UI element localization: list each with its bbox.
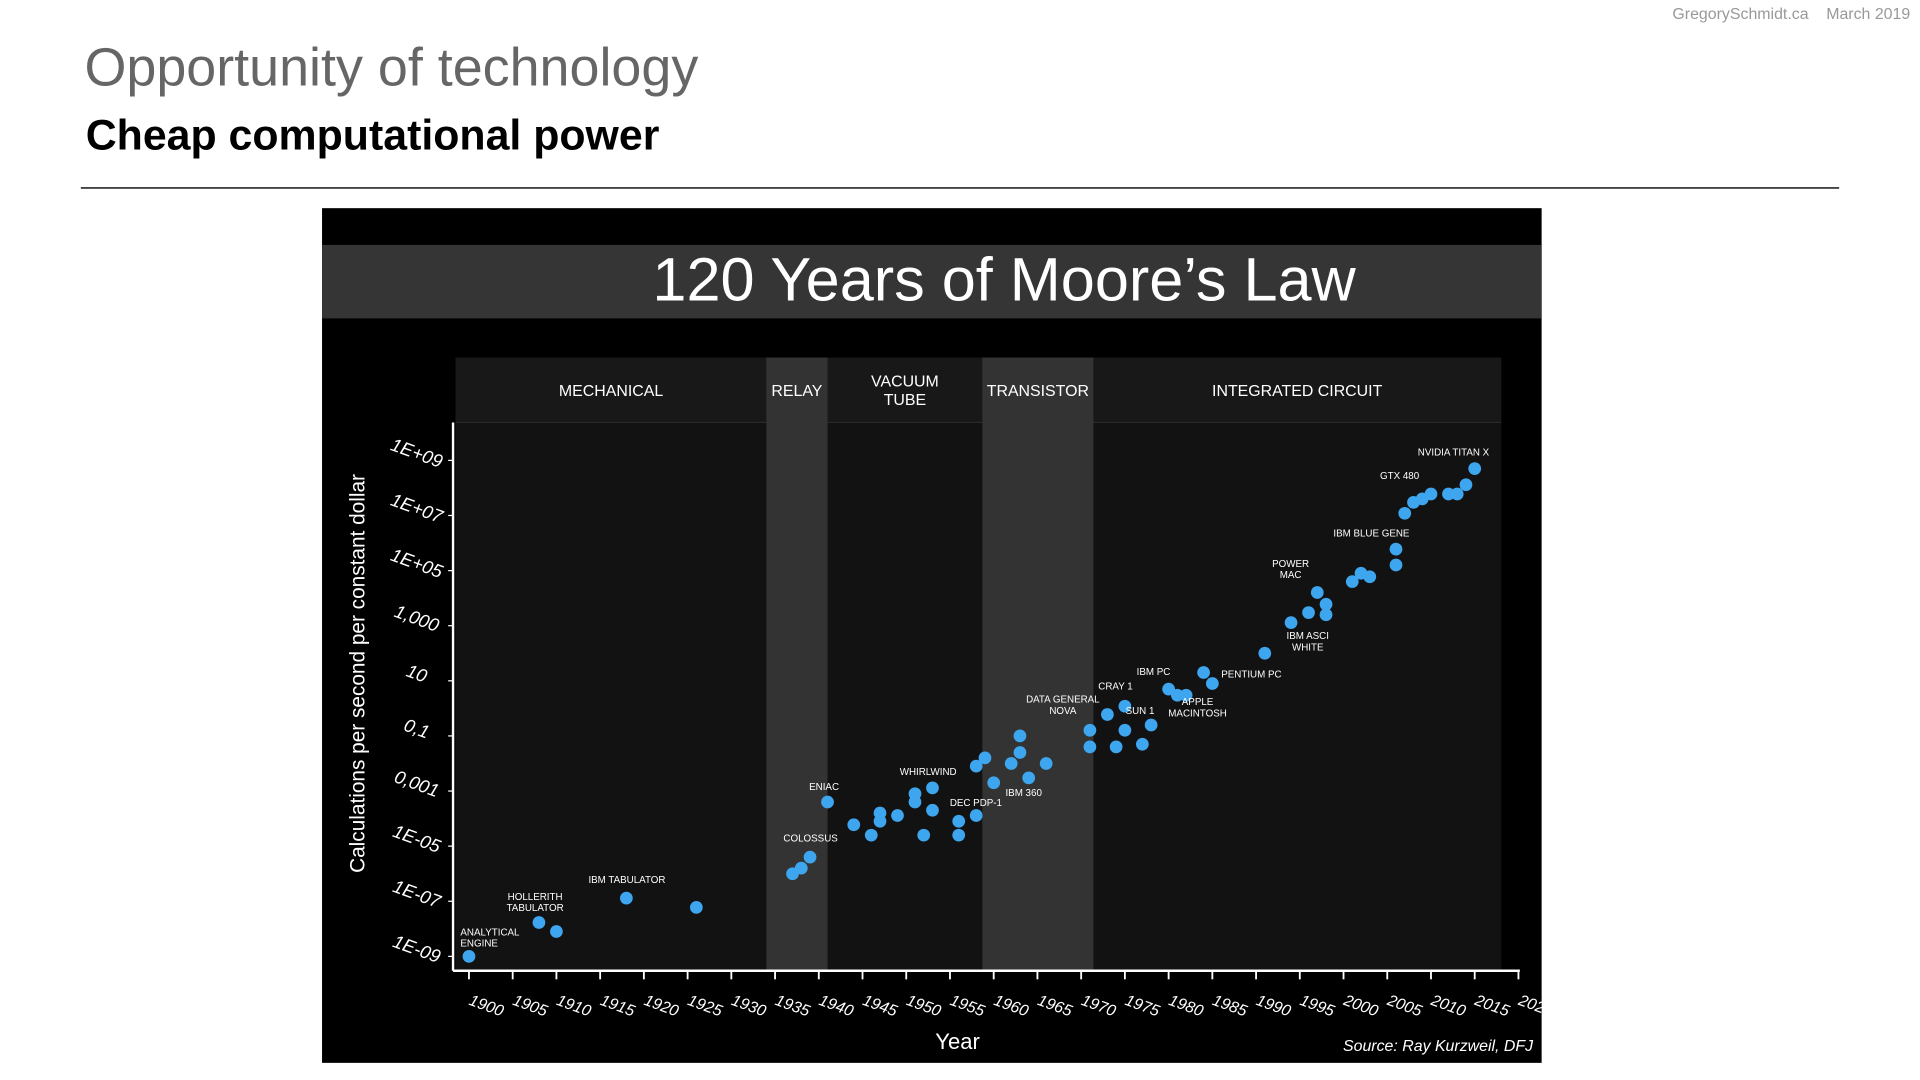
annotation: IBM TABULATOR [588,875,665,886]
annotation: IBM PC [1137,667,1171,678]
slide-title: Opportunity of technology [84,37,698,97]
data-point [952,814,966,828]
data-point [1310,586,1324,599]
era-header-bg [455,357,1502,423]
data-point [550,925,563,938]
era-label: TRANSISTOR [987,383,1089,400]
data-point [1363,570,1377,584]
data-point [1398,506,1412,520]
annotation: APPLE MACINTOSH [1168,697,1227,719]
data-point [1179,688,1193,702]
data-point [1345,575,1359,588]
data-point [1144,718,1158,732]
data-point [978,751,992,765]
data-point [847,818,861,832]
era-label: MECHANICAL [559,383,663,400]
annotation: DEC PDP-1 [950,798,1002,809]
data-point [873,814,887,828]
data-point [1118,699,1132,713]
era-band [982,357,1094,971]
data-point [803,850,817,864]
chart-title: 120 Years of Moore’s Law [652,245,1356,313]
data-point [891,809,904,822]
annotation: IBM ASCI WHITE [1287,631,1329,653]
plot-bg [455,357,1502,972]
era-band [766,357,828,971]
data-point [1258,646,1272,660]
x-axis-label: Year [935,1029,980,1054]
annotation: SUN 1 [1126,706,1155,717]
data-point [1039,757,1053,770]
data-point [1442,487,1455,501]
era-label: RELAY [771,383,822,400]
data-point [1136,737,1149,751]
annotation: POWER MAC [1272,558,1309,580]
data-point [908,795,922,809]
data-point [1083,740,1097,754]
data-point [952,828,966,842]
data-point [532,916,546,929]
data-point [969,759,983,773]
era-label: VACUUM TUBE [871,374,939,409]
data-point [1319,608,1333,622]
data-point [1022,771,1036,785]
slide-subtitle: Cheap computational power [86,112,660,160]
data-point [1101,708,1114,721]
data-point [1083,723,1097,737]
data-point [864,828,878,842]
annotation: HOLLERITH TABULATOR [507,891,564,913]
data-point [1459,478,1473,492]
data-point [689,901,703,914]
annotation: CRAY 1 [1098,682,1132,693]
era-label: INTEGRATED CIRCUIT [1212,383,1383,400]
data-point [1389,558,1403,572]
annotation: ANALYTICAL ENGINE [460,927,520,949]
annotation: WHIRLWIND [900,767,957,778]
annotation: IBM BLUE GENE [1333,528,1410,539]
data-point [821,795,834,809]
annotation: NVIDIA TITAN X [1418,448,1490,459]
data-point [1284,616,1298,629]
y-axis-label: Calculations per second per constant dol… [346,474,369,873]
data-point [1004,757,1018,770]
annotation: PENTIUM PC [1221,669,1281,680]
source: Source: Ray Kurzweil, DFJ [1343,1038,1534,1055]
data-point [1013,746,1027,759]
data-point [1197,666,1210,679]
data-point [620,891,633,905]
data-point [1302,606,1315,619]
data-point [917,828,931,842]
data-point [794,861,808,875]
data-point [1468,462,1482,476]
data-point [1118,723,1132,737]
date: March 2019 [1826,6,1910,23]
data-point [1013,729,1027,743]
data-point [462,950,476,963]
data-point [1389,542,1403,556]
title-band [322,244,1542,319]
annotation: GTX 480 [1380,471,1420,482]
data-point [969,809,983,822]
annotation: IBM 360 [1005,788,1042,799]
data-point [926,803,939,817]
annotation: ENIAC [809,782,839,793]
data-point [1450,487,1464,501]
data-point [1170,688,1184,702]
annotation: COLOSSUS [783,833,838,844]
data-point [1109,740,1123,754]
data-point [926,781,939,795]
data-point [1319,597,1333,611]
site: GregorySchmidt.ca [1672,6,1808,23]
annotation: DATA GENERAL NOVA [1026,694,1100,716]
data-point [1424,487,1438,501]
data-point [987,776,1001,790]
data-point [1205,677,1219,690]
